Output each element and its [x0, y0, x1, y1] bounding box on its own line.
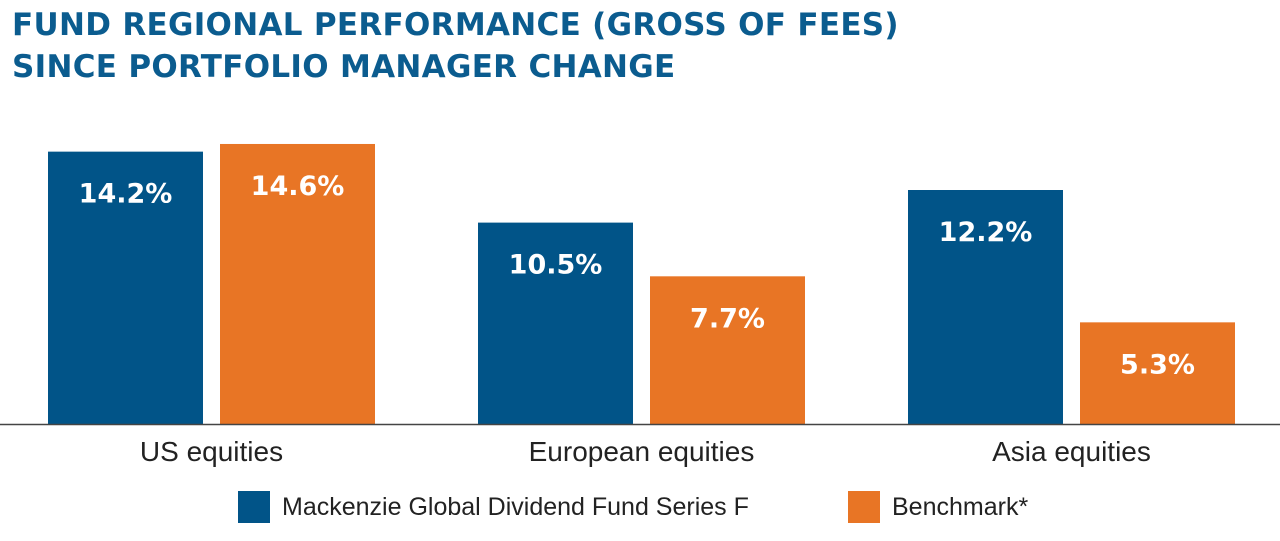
legend-label-fund: Mackenzie Global Dividend Fund Series F — [282, 492, 749, 521]
bar-european-equities-benchmark — [650, 276, 805, 424]
data-label-asia-equities-benchmark: 5.3% — [1120, 349, 1195, 380]
bar-us-equities-benchmark — [220, 143, 375, 425]
data-label-asia-equities-fund: 12.2% — [939, 217, 1033, 248]
data-label-us-equities-benchmark: 14.6% — [251, 171, 345, 202]
bar-asia-equities-fund — [908, 190, 1063, 424]
bar-us-equities-fund — [48, 151, 203, 425]
legend-label-benchmark: Benchmark* — [892, 492, 1029, 521]
title-line-2: SINCE PORTFOLIO MANAGER CHANGE — [12, 49, 676, 85]
legend-swatch-benchmark — [848, 491, 880, 523]
title-line-1: FUND REGIONAL PERFORMANCE (GROSS OF FEES… — [12, 7, 899, 43]
data-label-us-equities-fund: 14.2% — [79, 179, 173, 210]
data-label-european-equities-fund: 10.5% — [509, 250, 603, 281]
bar-european-equities-fund — [478, 222, 633, 424]
category-label-asia-equities: Asia equities — [992, 436, 1151, 467]
chart-title: FUND REGIONAL PERFORMANCE (GROSS OF FEES… — [12, 4, 899, 88]
data-label-european-equities-benchmark: 7.7% — [690, 303, 765, 334]
category-label-european-equities: European equities — [529, 436, 755, 467]
legend-item-benchmark: Benchmark* — [848, 491, 1028, 523]
bar-asia-equities-benchmark — [1080, 322, 1235, 424]
legend-swatch-fund — [238, 491, 270, 523]
category-label-us-equities: US equities — [140, 436, 283, 467]
legend-item-fund: Mackenzie Global Dividend Fund Series F — [238, 491, 749, 523]
